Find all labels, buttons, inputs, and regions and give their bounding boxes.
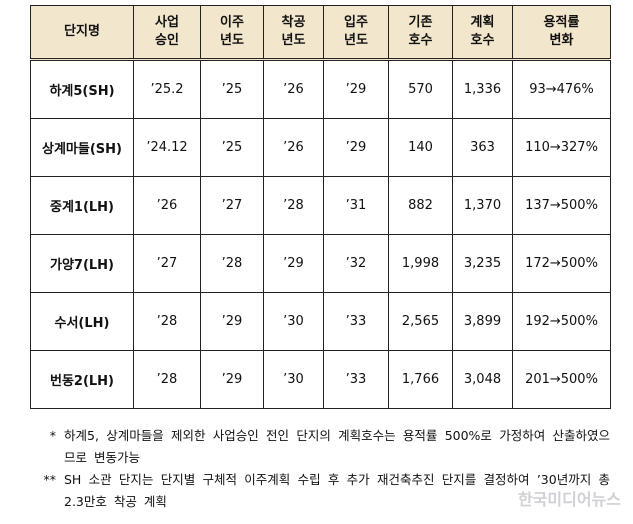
header-line: 용적률: [543, 15, 580, 30]
note-text: 하계5, 상계마들을 제외한 사업승인 전인 단지의 계획호수는 용적률 500…: [64, 428, 610, 465]
header-line: 착공: [281, 15, 306, 30]
table-body: 하계5(SH) ’25.2’25’26’29 570 1,336 93→476% 상계마들…: [30, 59, 611, 409]
table-cell: 3,235: [452, 234, 513, 293]
table-cell: 1,370: [452, 176, 513, 235]
header-line: 이주: [220, 15, 244, 30]
header-line: 기존: [408, 15, 433, 30]
table-cell: 882: [388, 176, 453, 235]
table-cell: ’28: [200, 234, 264, 293]
table-cell: 하계5(SH): [30, 59, 134, 119]
header-line: 호수: [408, 33, 433, 48]
table-cell: 110→327%: [512, 118, 611, 177]
table-cell: ’26: [263, 59, 324, 119]
note: * 하계5, 상계마들을 제외한 사업승인 전인 단지의 계획호수는 용적률 50…: [30, 425, 610, 469]
note-marker: **: [43, 472, 57, 487]
table-cell: ’27: [200, 176, 264, 235]
table-cell: 3,048: [452, 350, 513, 409]
table-cell: ’31: [323, 176, 389, 235]
table-cell: ’25: [200, 118, 264, 177]
note: ** SH 소관 단지는 단지별 구체적 이주계획 수립 후 추가 재건축추진 단…: [30, 469, 611, 513]
table-cell: 201→500%: [512, 350, 611, 409]
table-cell: 중계1(LH): [30, 176, 134, 235]
header-line: 년도: [220, 33, 244, 48]
table-cell: ’25.2: [133, 59, 201, 119]
note-text: SH 소관 단지는 단지별 구체적 이주계획 수립 후 추가 재건축추진 단지를…: [64, 472, 610, 509]
header-line: 사업: [155, 15, 179, 30]
table-cell: 번동2(LH): [30, 350, 134, 409]
table-cell: 1,336: [452, 59, 513, 119]
table-cell: 가양7(LH): [30, 234, 134, 293]
table-cell: ’28: [263, 176, 324, 235]
table-cell: 363: [452, 118, 513, 177]
table-cell: ’26: [263, 118, 324, 177]
table-row: 번동2(LH) ’28’29’30’33 1,766 3,048 201→500%: [30, 350, 611, 409]
table-cell: ’29: [323, 118, 389, 177]
table-cell: 192→500%: [512, 292, 611, 351]
table-cell: 137→500%: [512, 176, 611, 235]
table-cell: ’29: [263, 234, 324, 293]
header-line: 단지명: [64, 24, 100, 39]
table-cell: ’29: [200, 350, 264, 409]
table-cell: ’27: [133, 234, 201, 293]
table-cell: 172→500%: [512, 234, 611, 293]
footnotes: * 하계5, 상계마들을 제외한 사업승인 전인 단지의 계획호수는 용적률 50…: [30, 425, 611, 513]
table-cell: 수서(LH): [30, 292, 134, 351]
table-cell: ’30: [263, 350, 324, 409]
table-cell: 570: [388, 59, 453, 119]
table-cell: 상계마들(SH): [30, 118, 134, 177]
data-table: 단지명 사업 승인 이주 년도 착공 년도 입주 년도 기존 호수 계획 호수 용적률 변화 하계5(SH)…: [30, 5, 611, 409]
table-row: 수서(LH) ’28’29’30’33 2,565 3,899 192→500%: [30, 292, 611, 351]
header-line: 년도: [281, 33, 306, 48]
header-row: 단지명 사업 승인 이주 년도 착공 년도 입주 년도 기존 호수 계획 호수 용적률 변화: [30, 5, 611, 61]
table-cell: 2,565: [388, 292, 453, 351]
header-line: 계획: [470, 15, 495, 30]
table-cell: ’24.12: [133, 118, 201, 177]
table-cell: 1,766: [388, 350, 453, 409]
table-row: 하계5(SH) ’25.2’25’26’29 570 1,336 93→476%: [30, 59, 611, 119]
table-row: 가양7(LH) ’27’28’29’32 1,998 3,235 172→500%: [30, 234, 611, 293]
header-line: 년도: [344, 33, 368, 48]
table-cell: ’32: [323, 234, 389, 293]
header-line: 호수: [470, 33, 495, 48]
header-line: 승인: [155, 33, 179, 48]
table-row: 중계1(LH) ’26’27’28’31 882 1,370 137→500%: [30, 176, 611, 235]
note-marker: *: [49, 428, 56, 443]
table-cell: 3,899: [452, 292, 513, 351]
header-line: 변화: [549, 33, 574, 48]
watermark: 한국미디어뉴스: [517, 490, 621, 509]
table-cell: 1,998: [388, 234, 453, 293]
table-cell: ’28: [133, 292, 201, 351]
table-cell: ’28: [133, 350, 201, 409]
table-cell: ’29: [323, 59, 389, 119]
table-cell: ’29: [200, 292, 264, 351]
header-line: 입주: [344, 15, 368, 30]
table-row: 상계마들(SH) ’24.12’25’26’29 140 363 110→327%: [30, 118, 611, 177]
table-cell: 140: [388, 118, 453, 177]
table-cell: ’30: [263, 292, 324, 351]
table-cell: 93→476%: [512, 59, 611, 119]
table-cell: ’25: [200, 59, 264, 119]
table-cell: ’26: [133, 176, 201, 235]
table-cell: ’33: [323, 292, 389, 351]
header-cell: 단지명: [30, 5, 134, 61]
table-cell: ’33: [323, 350, 389, 409]
